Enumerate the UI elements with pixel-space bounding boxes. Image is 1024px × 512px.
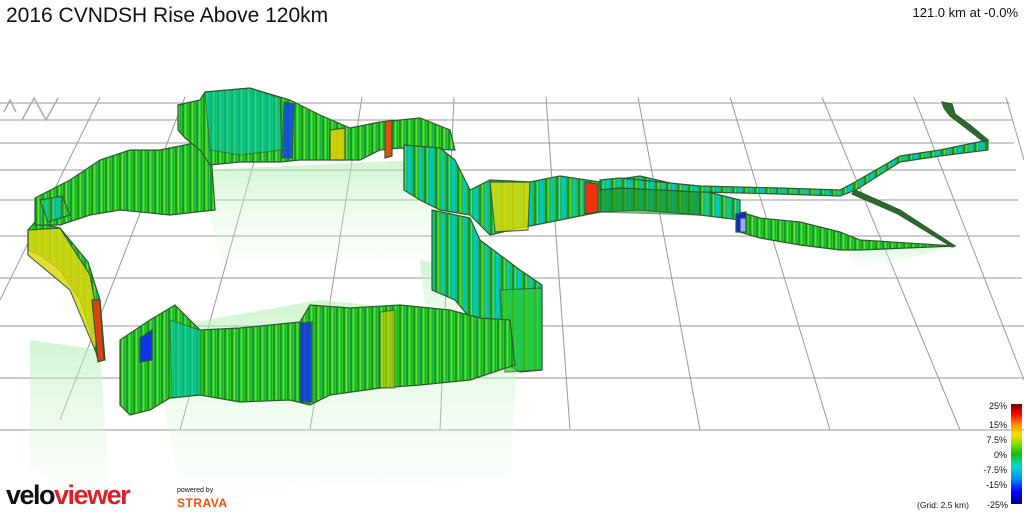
legend-tick: 25% bbox=[988, 401, 1007, 411]
powered-by-label: powered by bbox=[177, 487, 214, 494]
legend-tick: 7.5% bbox=[986, 435, 1007, 445]
gradient-color-scale bbox=[1011, 404, 1022, 504]
strava-logo[interactable]: STRAVA bbox=[177, 496, 228, 510]
distance-gradient-readout: 121.0 km at -0.0% bbox=[912, 5, 1019, 20]
veloviewer-logo[interactable]: veloviewer bbox=[6, 480, 131, 511]
logo-part-viewer: viewer bbox=[54, 480, 131, 510]
legend-tick: -25% bbox=[986, 500, 1008, 510]
legend-tick: 15% bbox=[988, 420, 1007, 430]
route-elevation-wall bbox=[27, 87, 990, 416]
legend-tick: 0% bbox=[993, 450, 1007, 460]
legend-tick: -7.5% bbox=[983, 465, 1007, 475]
logo-part-velo: velo bbox=[6, 480, 56, 510]
grid-scale-note: (Grid: 2.5 km) bbox=[917, 500, 969, 510]
legend-tick: -15% bbox=[985, 480, 1007, 490]
compass-icon bbox=[3, 96, 59, 122]
page-title: 2016 CVNDSH Rise Above 120km bbox=[6, 4, 329, 27]
